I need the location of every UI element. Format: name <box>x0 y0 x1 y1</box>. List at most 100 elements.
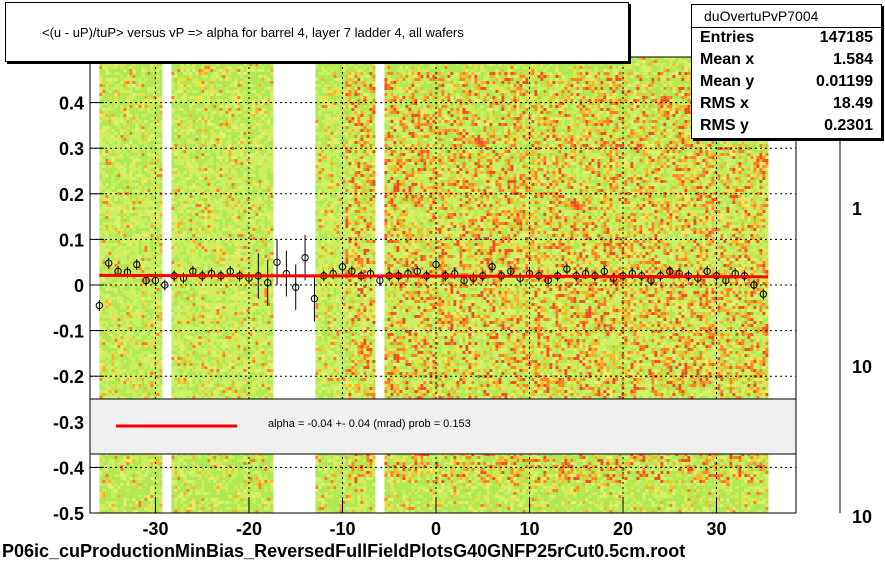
heatmap-cell <box>183 231 187 234</box>
heatmap-cell <box>150 471 154 474</box>
heatmap-cell <box>105 480 109 483</box>
heatmap-cell <box>147 348 151 351</box>
heatmap-cell <box>171 183 175 186</box>
heatmap-cell <box>120 321 124 324</box>
heatmap-cell <box>117 459 121 462</box>
heatmap-cell <box>195 93 199 96</box>
heatmap-cell <box>198 78 202 81</box>
heatmap-cell <box>201 105 205 108</box>
heatmap-cell <box>192 141 196 144</box>
heatmap-cell <box>171 363 175 366</box>
heatmap-cell <box>129 342 133 345</box>
heatmap-cell <box>135 114 139 117</box>
heatmap-cell <box>111 87 115 90</box>
heatmap-cell <box>192 255 196 258</box>
heatmap-cell <box>150 141 154 144</box>
heatmap-cell <box>108 315 112 318</box>
heatmap-cell <box>111 312 115 315</box>
heatmap-cell <box>192 138 196 141</box>
heatmap-cell <box>117 219 121 222</box>
heatmap-cell <box>132 252 136 255</box>
heatmap-cell <box>99 306 103 309</box>
heatmap-cell <box>123 468 127 471</box>
heatmap-cell <box>141 162 145 165</box>
heatmap-cell <box>132 333 136 336</box>
heatmap-cell <box>177 357 181 360</box>
heatmap-cell <box>153 93 157 96</box>
heatmap-cell <box>132 174 136 177</box>
heatmap-cell <box>150 246 154 249</box>
heatmap-cell <box>174 201 178 204</box>
heatmap-cell <box>204 393 208 396</box>
heatmap-cell <box>189 123 193 126</box>
heatmap-cell <box>108 465 112 468</box>
heatmap-cell <box>153 141 157 144</box>
heatmap-cell <box>147 222 151 225</box>
heatmap-cell <box>135 240 139 243</box>
heatmap-cell <box>174 456 178 459</box>
heatmap-cell <box>171 312 175 315</box>
heatmap-cell <box>180 204 184 207</box>
heatmap-cell <box>147 306 151 309</box>
heatmap-cell <box>132 210 136 213</box>
heatmap-cell <box>177 69 181 72</box>
heatmap-cell <box>111 396 115 399</box>
heatmap-cell <box>177 195 181 198</box>
heatmap-cell <box>201 204 205 207</box>
heatmap-cell <box>114 477 118 480</box>
heatmap-cell <box>126 279 130 282</box>
heatmap-cell <box>99 228 103 231</box>
heatmap-cell <box>105 261 109 264</box>
heatmap-cell <box>192 93 196 96</box>
heatmap-cell <box>159 168 163 171</box>
heatmap-cell <box>105 363 109 366</box>
heatmap-cell <box>105 75 109 78</box>
heatmap-cell <box>126 93 130 96</box>
heatmap-cell <box>159 174 163 177</box>
heatmap-cell <box>144 99 148 102</box>
heatmap-cell <box>129 264 133 267</box>
heatmap-cell <box>159 393 163 396</box>
heatmap-cell <box>129 501 133 504</box>
heatmap-cell <box>108 78 112 81</box>
heatmap-cell <box>171 195 175 198</box>
heatmap-cell <box>204 135 208 138</box>
heatmap-cell <box>141 249 145 252</box>
heatmap-cell <box>120 456 124 459</box>
heatmap-cell <box>135 213 139 216</box>
heatmap-cell <box>189 378 193 381</box>
heatmap-cell <box>117 456 121 459</box>
heatmap-cell <box>156 111 160 114</box>
heatmap-cell <box>183 504 187 507</box>
heatmap-cell <box>171 198 175 201</box>
heatmap-cell <box>183 204 187 207</box>
heatmap-cell <box>195 504 199 507</box>
heatmap-cell <box>177 315 181 318</box>
heatmap-cell <box>126 309 130 312</box>
heatmap-cell <box>189 321 193 324</box>
heatmap-cell <box>144 141 148 144</box>
heatmap-cell <box>153 105 157 108</box>
heatmap-cell <box>108 102 112 105</box>
heatmap-cell <box>204 66 208 69</box>
heatmap-cell <box>150 294 154 297</box>
heatmap-cell <box>204 216 208 219</box>
heatmap-cell <box>180 267 184 270</box>
heatmap-cell <box>150 252 154 255</box>
heatmap-cell <box>141 300 145 303</box>
heatmap-cell <box>150 180 154 183</box>
heatmap-cell <box>135 276 139 279</box>
heatmap-cell <box>195 207 199 210</box>
heatmap-cell <box>111 243 115 246</box>
heatmap-cell <box>201 459 205 462</box>
heatmap-cell <box>114 312 118 315</box>
heatmap-cell <box>153 504 157 507</box>
heatmap-cell <box>186 150 190 153</box>
heatmap-cell <box>111 357 115 360</box>
heatmap-cell <box>111 93 115 96</box>
heatmap-cell <box>156 144 160 147</box>
heatmap-cell <box>144 126 148 129</box>
heatmap-cell <box>201 483 205 486</box>
heatmap-cell <box>198 168 202 171</box>
heatmap-cell <box>150 318 154 321</box>
